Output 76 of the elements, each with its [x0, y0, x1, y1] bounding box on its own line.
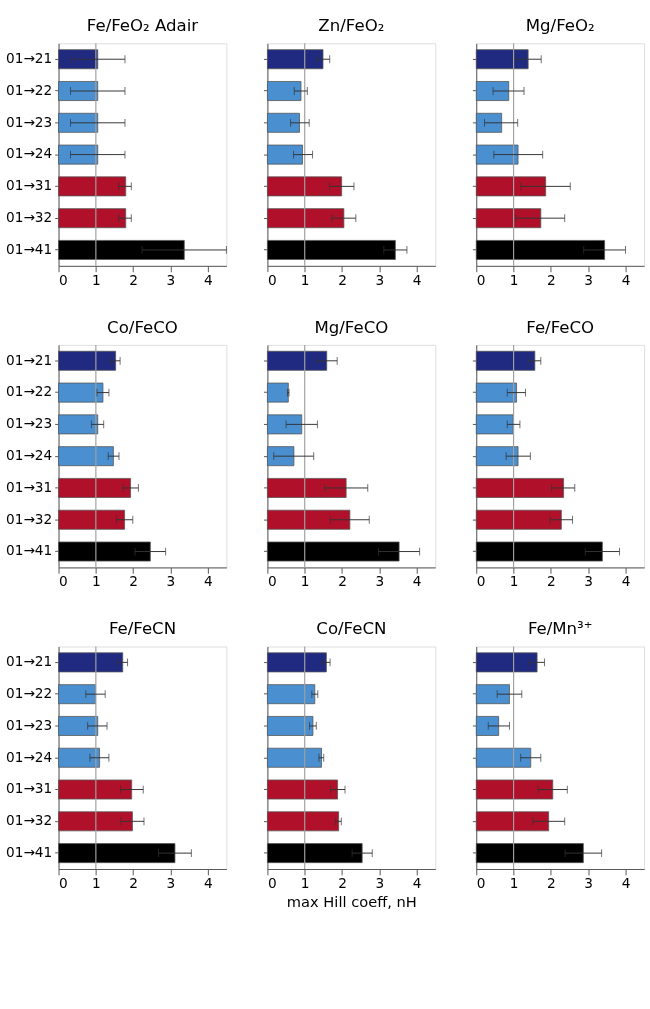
y-tick-label: 01→24 [6, 748, 53, 765]
x-tick-label: 1 [300, 271, 310, 288]
x-tick-label: 4 [621, 875, 631, 892]
y-tick-label: 01→31 [6, 780, 53, 797]
x-tick-label: 2 [547, 271, 556, 288]
x-tick-label: 4 [203, 271, 213, 288]
x-tick-label: 3 [166, 271, 176, 288]
y-tick-label: 01→23 [6, 415, 53, 432]
chart-title: Fe/FeCO [526, 317, 595, 337]
x-tick-label: 1 [509, 573, 519, 590]
y-tick-label: 01→21 [6, 653, 53, 670]
y-tick-label: 01→41 [6, 240, 53, 257]
x-tick-label: 1 [300, 573, 310, 590]
x-tick-label: 0 [476, 875, 486, 892]
x-axis-title: max Hill coeff, nH [286, 892, 417, 910]
y-tick-label: 01→21 [6, 351, 53, 368]
x-tick-label: 1 [300, 875, 310, 892]
x-tick-label: 1 [509, 271, 519, 288]
y-tick-label: 01→32 [6, 510, 53, 527]
y-tick-label: 01→21 [6, 50, 53, 67]
x-tick-label: 2 [338, 875, 347, 892]
x-tick-label: 2 [129, 271, 139, 288]
chart-title: Fe/FeO₂ Adair [86, 16, 199, 36]
chart-title: Fe/Mn³⁺ [527, 619, 593, 639]
chart-title: Co/FeCO [107, 317, 178, 337]
x-tick-label: 2 [338, 573, 347, 590]
chart-title: Co/FeCN [316, 619, 387, 639]
x-tick-label: 3 [166, 573, 176, 590]
x-tick-label: 2 [129, 573, 139, 590]
x-tick-label: 4 [412, 875, 422, 892]
x-tick-label: 3 [584, 573, 594, 590]
x-tick-label: 3 [584, 271, 594, 288]
y-tick-label: 01→22 [6, 81, 53, 98]
chart-title: Zn/FeO₂ [318, 16, 385, 36]
x-tick-label: 1 [92, 573, 101, 590]
x-tick-label: 3 [375, 573, 385, 590]
x-tick-label: 4 [621, 573, 631, 590]
chart-title: Mg/FeCO [314, 317, 389, 337]
x-tick-label: 3 [375, 271, 385, 288]
x-tick-label: 3 [166, 875, 176, 892]
chart-title: Fe/FeCN [108, 619, 177, 639]
x-tick-label: 2 [547, 573, 556, 590]
x-tick-label: 0 [267, 573, 277, 590]
x-tick-label: 0 [267, 271, 277, 288]
y-tick-label: 01→32 [6, 209, 53, 226]
x-tick-label: 0 [59, 271, 68, 288]
x-tick-label: 1 [509, 875, 519, 892]
y-tick-label: 01→22 [6, 685, 53, 702]
y-tick-label: 01→23 [6, 113, 53, 130]
x-tick-label: 0 [267, 875, 277, 892]
x-tick-label: 4 [412, 271, 422, 288]
x-tick-label: 3 [584, 875, 594, 892]
y-tick-label: 01→23 [6, 716, 53, 733]
y-tick-label: 01→41 [6, 844, 53, 861]
x-tick-label: 4 [621, 271, 631, 288]
x-tick-label: 2 [129, 875, 139, 892]
y-tick-label: 01→32 [6, 812, 53, 829]
x-tick-label: 0 [59, 573, 68, 590]
x-tick-label: 1 [92, 271, 101, 288]
x-tick-label: 3 [375, 875, 385, 892]
x-tick-label: 4 [412, 573, 422, 590]
y-tick-label: 01→24 [6, 145, 53, 162]
x-tick-label: 0 [476, 573, 486, 590]
y-tick-label: 01→31 [6, 478, 53, 495]
y-tick-label: 01→22 [6, 383, 53, 400]
y-tick-label: 01→41 [6, 542, 53, 559]
x-tick-label: 2 [338, 271, 347, 288]
y-tick-label: 01→31 [6, 177, 53, 194]
x-tick-label: 0 [59, 875, 68, 892]
x-tick-label: 0 [476, 271, 486, 288]
x-tick-label: 4 [203, 875, 213, 892]
chart-title: Mg/FeO₂ [525, 16, 595, 36]
x-tick-label: 2 [547, 875, 556, 892]
y-tick-label: 01→24 [6, 447, 53, 464]
x-tick-label: 4 [203, 573, 213, 590]
x-tick-label: 1 [92, 875, 101, 892]
